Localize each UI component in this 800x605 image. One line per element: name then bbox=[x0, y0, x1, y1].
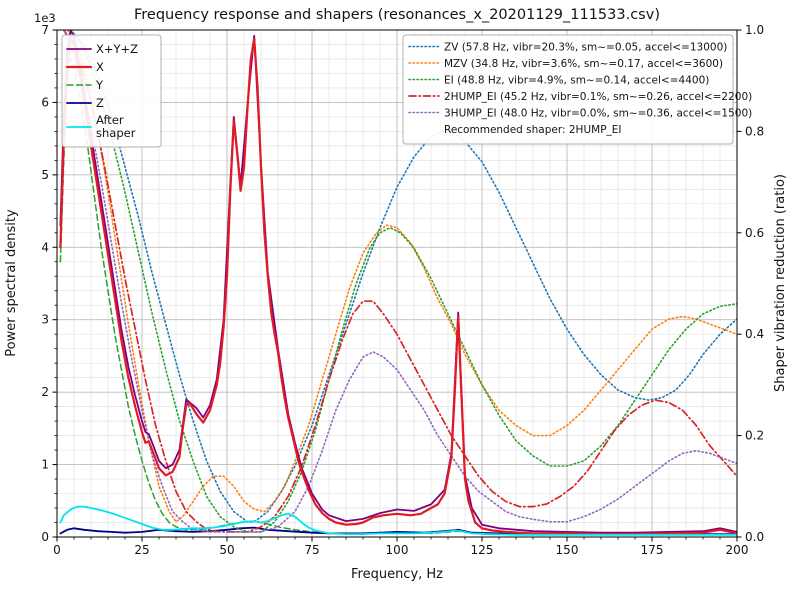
series-line-ei bbox=[69, 30, 737, 533]
series-line-zv bbox=[69, 30, 737, 523]
legend-label-y: Y bbox=[95, 78, 104, 92]
x-tick-label: 25 bbox=[134, 543, 149, 557]
x-tick-label: 175 bbox=[641, 543, 664, 557]
shaper-legend-label-3hump-ei: 3HUMP_EI (48.0 Hz, vibr=0.0%, sm~=0.36, … bbox=[444, 108, 752, 120]
y-right-tick-label: 0.6 bbox=[745, 226, 764, 240]
axes-layer: 0 25 50 75 100 125 150 175 200 0 1 2 3 4 5 6 7 0.0 0.2 0.4 0… bbox=[41, 23, 764, 557]
recommended-shaper-note: Recommended shaper: 2HUMP_EI bbox=[444, 124, 622, 136]
shaper-legend-label-ei: EI (48.8 Hz, vibr=4.9%, sm~=0.14, accel<… bbox=[444, 75, 709, 87]
y-left-tick-label: 7 bbox=[41, 23, 49, 37]
psd-legend-box bbox=[61, 34, 162, 148]
x-tick-label: 150 bbox=[556, 543, 579, 557]
y-left-axis-label: Power spectral density bbox=[4, 209, 19, 357]
y-right-tick-label: 0.8 bbox=[745, 124, 764, 138]
y-left-tick-label: 2 bbox=[41, 385, 49, 399]
x-tick-label: 75 bbox=[304, 543, 319, 557]
x-tick-label: 200 bbox=[726, 543, 749, 557]
x-tick-label: 100 bbox=[386, 543, 409, 557]
shaper-legend-label-2hump-ei: 2HUMP_EI (45.2 Hz, vibr=0.1%, sm~=0.26, … bbox=[444, 91, 752, 103]
shaper-legend: ZV (57.8 Hz, vibr=20.3%, sm~=0.05, accel… bbox=[402, 34, 752, 145]
x-tick-label: 0 bbox=[53, 543, 61, 557]
legend-label-after-shaper: After bbox=[96, 113, 124, 127]
series-layer bbox=[59, 30, 737, 536]
series-line-2hump-ei bbox=[62, 30, 737, 533]
y-left-tick-label: 3 bbox=[41, 313, 49, 327]
series-line-mzv bbox=[66, 30, 737, 523]
legend-label-x: X bbox=[96, 60, 104, 74]
y-right-axis-label: Shaper vibration reduction (ratio) bbox=[773, 174, 788, 392]
y-left-tick-label: 4 bbox=[41, 240, 49, 254]
y-left-offset-text: 1e3 bbox=[34, 11, 56, 25]
series-line-x bbox=[59, 36, 737, 536]
legend-label-after-shaper: shaper bbox=[96, 126, 136, 140]
legend-label-x-y-z: X+Y+Z bbox=[96, 42, 138, 56]
shaper-legend-box bbox=[402, 34, 734, 145]
x-tick-label: 50 bbox=[219, 543, 234, 557]
y-left-tick-label: 6 bbox=[41, 95, 49, 109]
shaper-legend-label-zv: ZV (57.8 Hz, vibr=20.3%, sm~=0.05, accel… bbox=[444, 42, 727, 54]
y-right-tick-label: 0.2 bbox=[745, 429, 764, 443]
legend-label-z: Z bbox=[96, 96, 104, 110]
shaper-legend-label-mzv: MZV (34.8 Hz, vibr=3.6%, sm~=0.17, accel… bbox=[444, 58, 723, 70]
series-line-after-shaper bbox=[59, 505, 737, 536]
y-right-tick-label: 0.0 bbox=[745, 530, 764, 544]
y-left-tick-label: 1 bbox=[41, 458, 49, 472]
x-tick-label: 125 bbox=[471, 543, 494, 557]
series-line-3hump-ei bbox=[62, 30, 737, 533]
y-left-tick-label: 5 bbox=[41, 168, 49, 182]
x-axis-label: Frequency, Hz bbox=[351, 567, 443, 582]
chart-title: Frequency response and shapers (resonanc… bbox=[134, 7, 660, 23]
y-right-tick-label: 0.4 bbox=[745, 327, 764, 341]
generated-plot-layer: 0 25 50 75 100 125 150 175 200 0 1 2 3 4 5 6 7 0.0 0.2 0.4 0… bbox=[41, 23, 764, 557]
y-right-tick-label: 1.0 bbox=[745, 23, 764, 37]
y-left-tick-label: 0 bbox=[41, 530, 49, 544]
